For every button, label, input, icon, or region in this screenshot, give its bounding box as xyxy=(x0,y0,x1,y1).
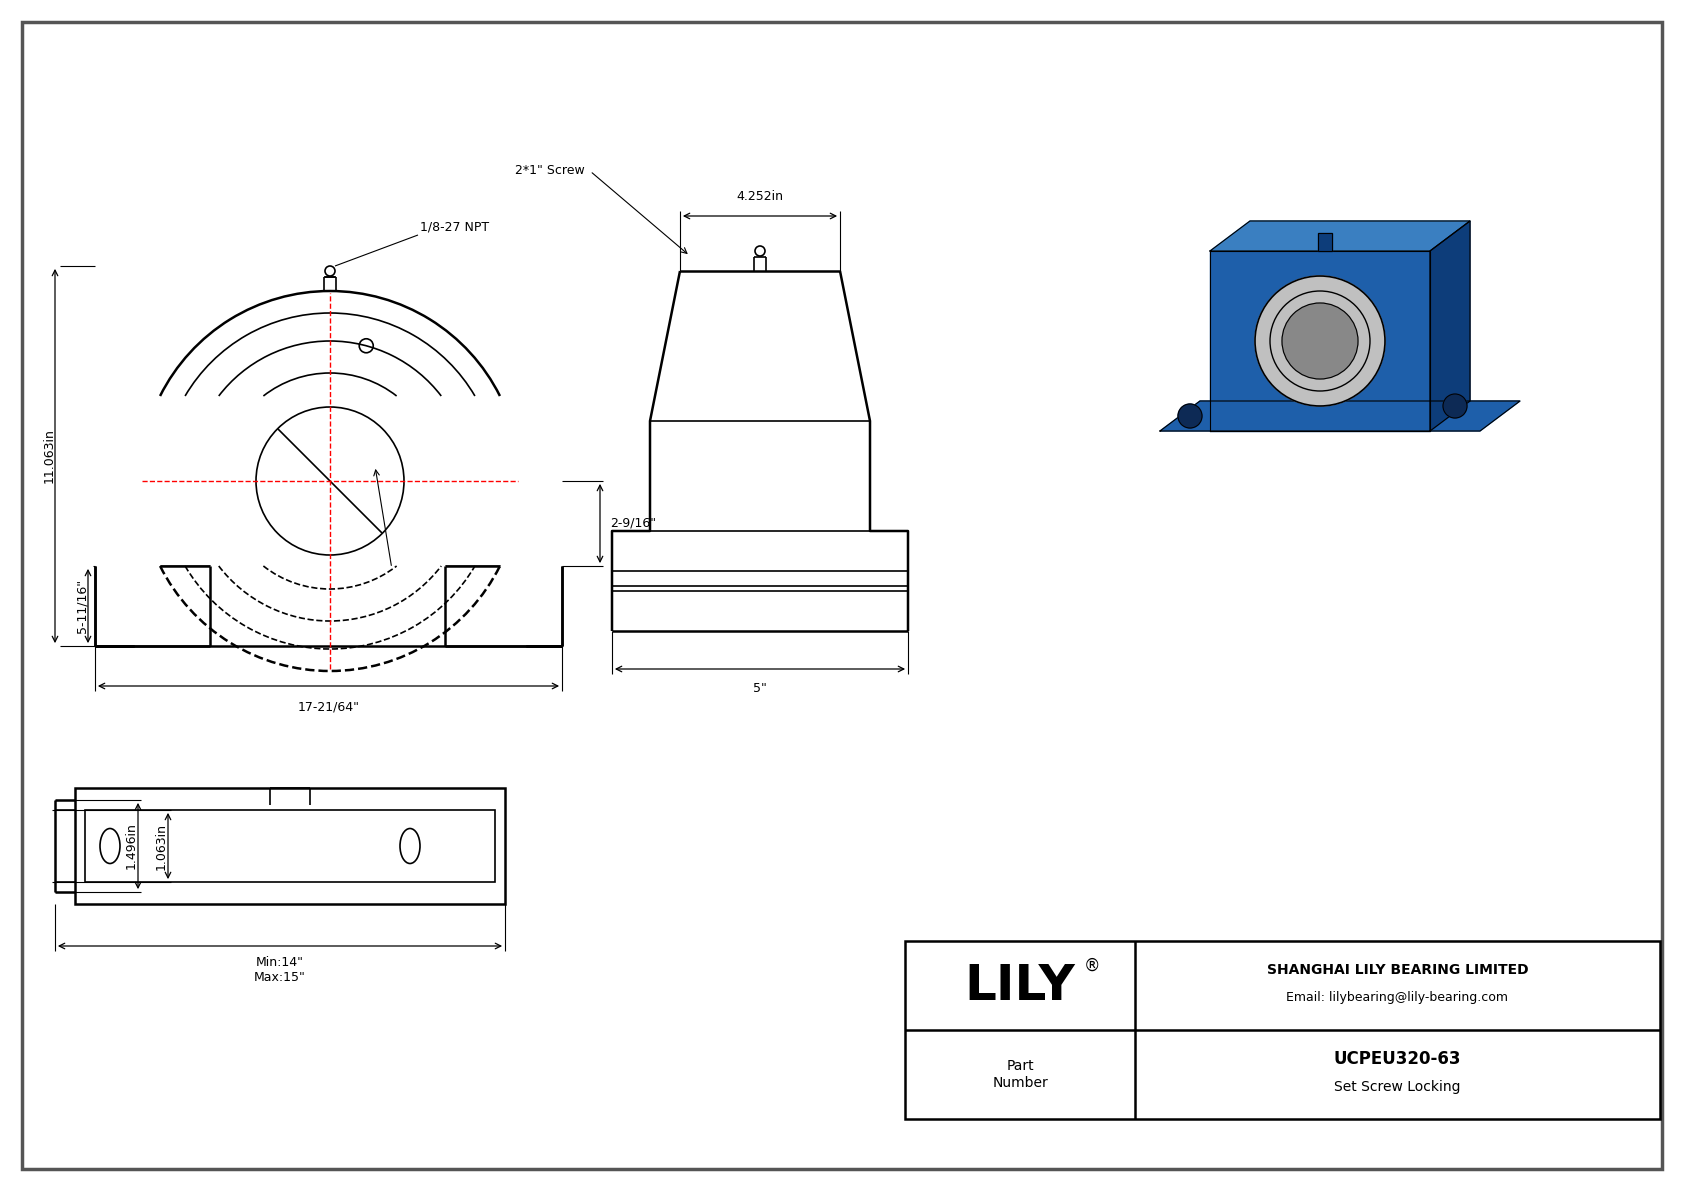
Circle shape xyxy=(1255,276,1384,406)
Text: Min:14": Min:14" xyxy=(256,956,305,969)
Text: SHANGHAI LILY BEARING LIMITED: SHANGHAI LILY BEARING LIMITED xyxy=(1266,962,1529,977)
Text: 17-21/64": 17-21/64" xyxy=(298,700,359,713)
Bar xyxy=(1319,233,1332,251)
Text: LILY: LILY xyxy=(965,961,1076,1010)
Polygon shape xyxy=(1160,401,1521,431)
Text: 5": 5" xyxy=(753,682,766,696)
Text: 1/8-27 NPT: 1/8-27 NPT xyxy=(419,220,488,233)
Text: UCPEU320-63: UCPEU320-63 xyxy=(1334,1050,1462,1068)
Text: Max:15": Max:15" xyxy=(254,971,306,984)
Polygon shape xyxy=(1211,222,1470,251)
Text: 5-11/16": 5-11/16" xyxy=(76,579,89,634)
Bar xyxy=(904,941,1660,1120)
Circle shape xyxy=(1179,404,1202,428)
Text: Email: lilybearing@lily-bearing.com: Email: lilybearing@lily-bearing.com xyxy=(1287,991,1509,1004)
Text: ®: ® xyxy=(1084,956,1100,974)
Text: 11.063in: 11.063in xyxy=(42,429,56,484)
Text: φ3-15/16": φ3-15/16" xyxy=(397,587,460,600)
Bar xyxy=(1319,233,1332,251)
Text: 1.063in: 1.063in xyxy=(155,823,167,869)
Polygon shape xyxy=(1430,222,1470,431)
Text: 2-9/16": 2-9/16" xyxy=(610,517,657,530)
Bar xyxy=(84,810,495,883)
Text: 1.496in: 1.496in xyxy=(125,823,138,869)
Text: Part
Number: Part Number xyxy=(992,1060,1047,1090)
Bar xyxy=(135,566,525,651)
Bar xyxy=(76,788,505,904)
Text: 4.252in: 4.252in xyxy=(736,191,783,202)
Circle shape xyxy=(1443,394,1467,418)
Polygon shape xyxy=(1211,251,1430,431)
Circle shape xyxy=(1282,303,1357,379)
Text: 2*1" Screw: 2*1" Screw xyxy=(515,164,584,177)
Text: Set Screw Locking: Set Screw Locking xyxy=(1334,1079,1460,1093)
